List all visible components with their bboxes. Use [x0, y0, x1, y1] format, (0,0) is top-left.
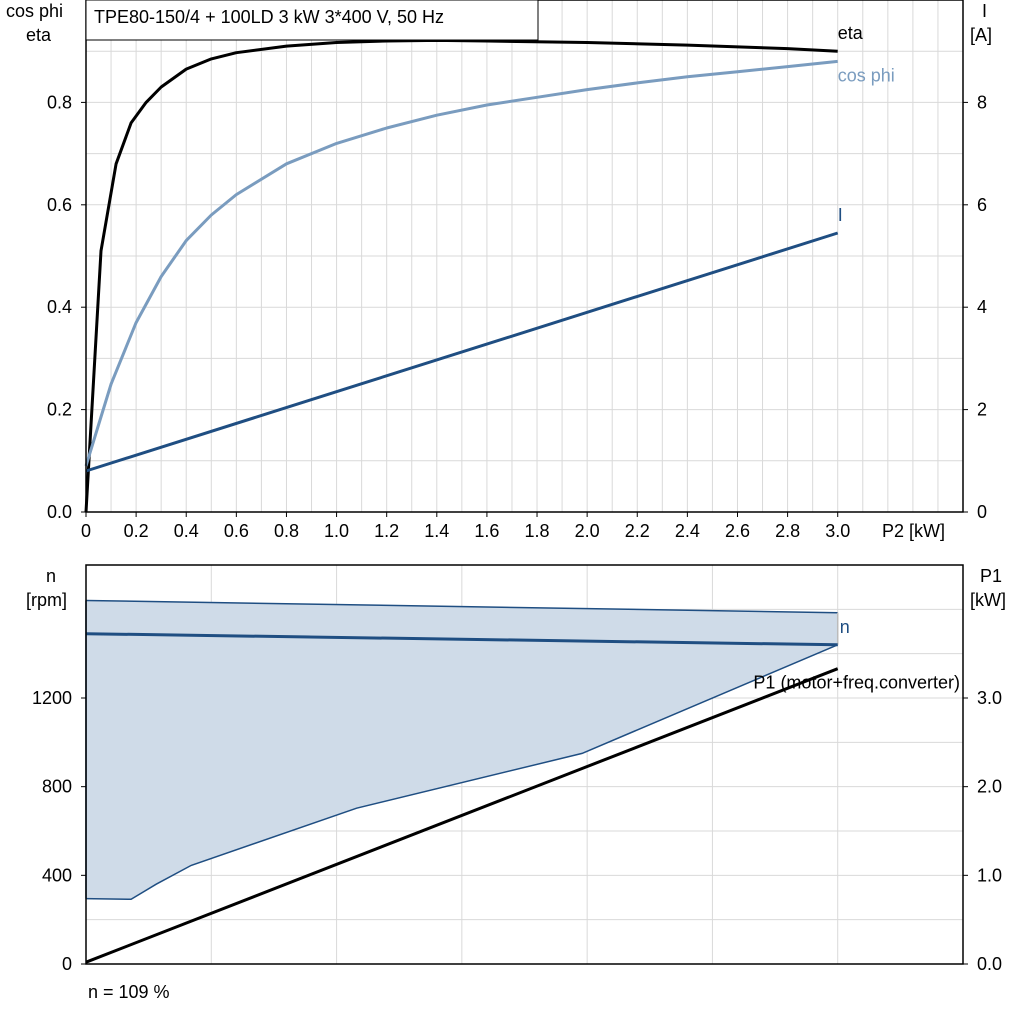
bottom-chart-series: n P1 (motor+freq.converter)	[85, 617, 960, 964]
bottom-right-axis-label-2: [kW]	[970, 590, 1006, 610]
footnote: n = 109 %	[88, 982, 170, 1002]
x-tick-label: 0.8	[274, 521, 299, 541]
title-box	[85, 0, 539, 41]
chart-title: TPE80-150/4 + 100LD 3 kW 3*400 V, 50 Hz	[94, 7, 444, 27]
x-tick-label: 1.4	[424, 521, 449, 541]
y-left-tick-label: 0.0	[47, 502, 72, 522]
series-line-n	[85, 632, 838, 647]
x-tick-label: 1.8	[525, 521, 550, 541]
series-label-eta: eta	[838, 23, 864, 43]
range-band-upper-edge	[85, 599, 838, 614]
y-left-tick-label: 800	[42, 777, 72, 797]
x-tick-label: 0.2	[124, 521, 149, 541]
top-chart-ticks: 0 0.2 0.4 0.6 0.8 1.0 1.2 1.4 1.6 1.8 2.0 2.2 2.4 2.6…	[47, 92, 987, 541]
range-band-lower-edge	[85, 644, 838, 901]
x-tick-label: 1.6	[474, 521, 499, 541]
x-tick-label: 3.0	[825, 521, 850, 541]
y-right-tick-label: 0	[977, 502, 987, 522]
top-chart-frame	[85, 0, 964, 513]
top-chart-series: eta cos phi I	[84, 23, 895, 513]
series-label-n: n	[840, 617, 850, 637]
y-right-tick-label: 3.0	[977, 688, 1002, 708]
top-chart-grid	[86, 0, 963, 512]
series-line-eta	[84, 38, 838, 513]
y-right-tick-label: 2.0	[977, 777, 1002, 797]
y-right-tick-label: 8	[977, 92, 987, 112]
bottom-left-axis-label-2: [rpm]	[26, 590, 67, 610]
y-left-tick-label: 0	[62, 954, 72, 974]
y-left-tick-label: 0.6	[47, 195, 72, 215]
bottom-left-axis-label-1: n	[46, 566, 56, 586]
y-right-tick-label: 1.0	[977, 865, 1002, 885]
y-right-tick-label: 4	[977, 297, 987, 317]
series-label-cos-phi: cos phi	[838, 65, 895, 85]
top-left-axis-label-1: cos phi	[6, 1, 63, 21]
x-tick-label: 0.4	[174, 521, 199, 541]
x-tick-label: 2.0	[575, 521, 600, 541]
bottom-chart-frame	[85, 564, 964, 965]
y-left-tick-label: 1200	[32, 688, 72, 708]
x-axis-label: P2 [kW]	[882, 521, 945, 541]
y-left-tick-label: 400	[42, 865, 72, 885]
x-tick-label: 2.8	[775, 521, 800, 541]
x-tick-label: 2.4	[675, 521, 700, 541]
x-tick-label: 0	[81, 521, 91, 541]
x-tick-label: 0.6	[224, 521, 249, 541]
range-band-fill	[86, 600, 838, 900]
y-right-tick-label: 6	[977, 195, 987, 215]
series-label-p1-motor-freq-converter-: P1 (motor+freq.converter)	[753, 673, 960, 693]
x-tick-label: 1.0	[324, 521, 349, 541]
y-left-tick-label: 0.8	[47, 92, 72, 112]
top-left-axis-label-2: eta	[26, 25, 52, 45]
x-tick-label: 1.2	[374, 521, 399, 541]
top-right-axis-label-1: I	[982, 1, 987, 21]
series-line-p1-motor-freq-converter-	[85, 667, 839, 964]
series-line-cos-phi	[84, 59, 838, 467]
bottom-chart-ticks: 0 400 800 1200 0.0 1.0 2.0 3.0	[32, 688, 1002, 974]
series-label-i: I	[838, 205, 843, 225]
y-left-tick-label: 0.2	[47, 400, 72, 420]
bottom-right-axis-label-1: P1	[980, 566, 1002, 586]
y-left-tick-label: 0.4	[47, 297, 72, 317]
y-right-tick-label: 0.0	[977, 954, 1002, 974]
x-tick-label: 2.2	[625, 521, 650, 541]
top-right-axis-label-2: [A]	[970, 25, 992, 45]
series-line-i	[85, 231, 839, 473]
y-right-tick-label: 2	[977, 400, 987, 420]
x-tick-label: 2.6	[725, 521, 750, 541]
